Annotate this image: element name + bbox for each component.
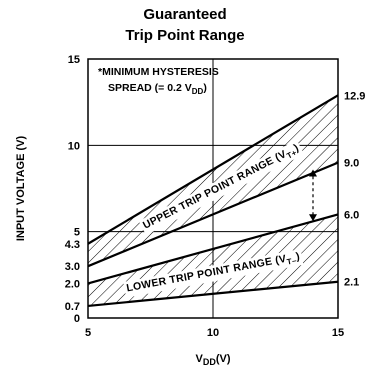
note-line-2: SPREAD (= 0.2 VDD) <box>108 82 207 96</box>
hysteresis-arrow-head-bottom <box>309 214 317 222</box>
y-tick-label: 4.3 <box>65 239 80 251</box>
lower-band-label-suffix: ) <box>295 250 301 262</box>
y-axis-label: INPUT VOLTAGE (V) <box>15 136 27 242</box>
y-tick-label: 3.0 <box>65 261 80 273</box>
right-value-label: 2.1 <box>344 277 359 289</box>
band-lower-edge-0 <box>87 161 339 268</box>
note-line-2-sub: DD <box>192 87 204 96</box>
x-tick-label: 15 <box>332 327 344 339</box>
y-tick-labels: 00.7 2.0 3.0 4.35 10 15 <box>65 54 80 325</box>
y-tick-label: 15 <box>68 54 80 66</box>
chart-subtitle: Trip Point Range <box>125 27 245 44</box>
right-value-label: 6.0 <box>344 209 359 221</box>
x-axis-label-main: V <box>195 353 203 365</box>
lowerLabelG-background <box>123 248 304 298</box>
right-value-label: 9.0 <box>344 158 359 170</box>
x-tick-label: 10 <box>207 327 219 339</box>
x-axis-label-unit: (V) <box>216 353 231 365</box>
band-lower-edge-1 <box>87 280 339 308</box>
upper-band-label-sub: T+ <box>285 148 298 161</box>
y-tick-label: 0.7 <box>65 301 80 313</box>
upper-band-label-suffix: ) <box>292 142 301 154</box>
x-axis-label-sub: DD <box>203 357 216 367</box>
note-line-2-prefix: SPREAD (= 0.2 V <box>108 82 192 94</box>
y-tick-label: 2.0 <box>65 278 80 290</box>
plot-frame <box>87 58 339 319</box>
x-axis-label: VDD(V) <box>195 353 230 367</box>
band-upper-edge-0 <box>87 94 339 245</box>
x-tick-label: 5 <box>85 327 91 339</box>
note-line-2-suffix: ) <box>203 82 207 94</box>
chart-title: Guaranteed <box>143 6 227 23</box>
y-tick-label: 10 <box>68 140 80 152</box>
band-upper-edge-1 <box>87 213 339 285</box>
hysteresis-arrow-head-top <box>309 169 317 177</box>
right-value-labels: 12.9 9.0 6.0 2.1 <box>344 90 365 288</box>
y-tick-label: 5 <box>74 227 80 239</box>
lower-band-label-sub: T– <box>286 256 298 267</box>
y-tick-label: 0 <box>74 313 80 325</box>
x-tick-labels: 5 10 15 <box>85 327 344 339</box>
right-value-label: 12.9 <box>344 90 365 102</box>
hysteresis-arrow <box>309 169 317 222</box>
note-line-1: *MINIMUM HYSTERESIS <box>98 66 219 78</box>
upperLabelG-background <box>138 139 305 236</box>
